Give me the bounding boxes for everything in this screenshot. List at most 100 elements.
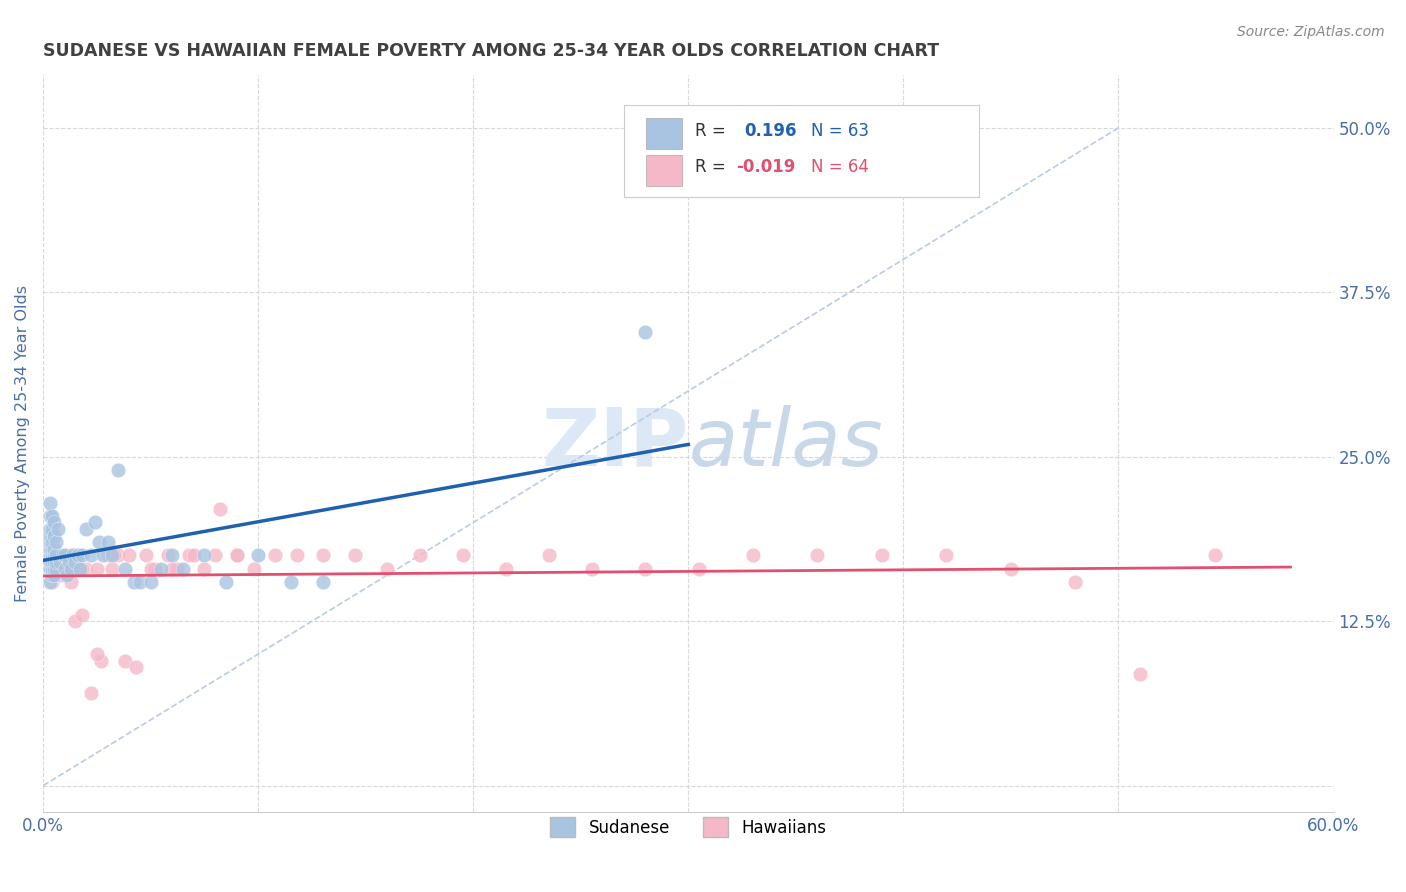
Point bbox=[62, 561, 84, 575]
Point bbox=[66, 549, 89, 563]
Point bbox=[41, 535, 63, 549]
Point bbox=[38, 528, 60, 542]
Point bbox=[183, 549, 205, 563]
Point bbox=[45, 549, 67, 563]
Point bbox=[38, 496, 60, 510]
Point bbox=[375, 561, 398, 575]
Point bbox=[41, 508, 63, 523]
Point bbox=[1204, 549, 1226, 563]
Point bbox=[741, 549, 763, 563]
Point bbox=[42, 528, 65, 542]
Point bbox=[1000, 561, 1022, 575]
Point bbox=[38, 522, 60, 536]
Point bbox=[65, 614, 87, 628]
Point bbox=[114, 561, 136, 575]
Point bbox=[38, 541, 60, 556]
Text: 0.196: 0.196 bbox=[744, 121, 796, 140]
Point bbox=[344, 549, 367, 563]
Point bbox=[51, 561, 73, 575]
Point bbox=[150, 561, 173, 575]
Point bbox=[312, 549, 335, 563]
Point bbox=[41, 522, 63, 536]
Point bbox=[1129, 666, 1152, 681]
Point bbox=[97, 549, 120, 563]
Point bbox=[581, 561, 603, 575]
Point bbox=[38, 535, 60, 549]
Point bbox=[193, 561, 215, 575]
Point bbox=[46, 522, 69, 536]
Text: ZIP: ZIP bbox=[541, 405, 689, 483]
Point bbox=[160, 549, 183, 563]
Point bbox=[166, 561, 188, 575]
Text: atlas: atlas bbox=[689, 405, 883, 483]
Point bbox=[69, 561, 91, 575]
Point bbox=[90, 654, 112, 668]
Point bbox=[285, 549, 308, 563]
Point bbox=[225, 549, 247, 563]
Point bbox=[204, 549, 226, 563]
Point bbox=[42, 541, 65, 556]
Point bbox=[49, 555, 72, 569]
Point bbox=[870, 549, 893, 563]
Point bbox=[107, 463, 129, 477]
Point bbox=[264, 549, 287, 563]
Point bbox=[160, 561, 183, 575]
Point bbox=[634, 561, 657, 575]
Point bbox=[60, 574, 83, 589]
Text: N = 64: N = 64 bbox=[811, 159, 869, 177]
Text: R =: R = bbox=[695, 121, 731, 140]
Point bbox=[42, 561, 65, 575]
Point bbox=[60, 561, 83, 575]
Point bbox=[53, 549, 76, 563]
Point bbox=[41, 568, 63, 582]
Point bbox=[42, 568, 65, 582]
Point bbox=[70, 607, 93, 622]
Point bbox=[41, 574, 63, 589]
Point bbox=[129, 574, 152, 589]
Point bbox=[45, 561, 67, 575]
Point bbox=[49, 568, 72, 582]
Point bbox=[41, 561, 63, 575]
Point bbox=[114, 654, 136, 668]
Point bbox=[56, 568, 79, 582]
Point bbox=[79, 549, 101, 563]
Point bbox=[86, 647, 108, 661]
Point bbox=[79, 686, 101, 700]
Point bbox=[42, 555, 65, 569]
Point bbox=[408, 549, 430, 563]
Point bbox=[225, 549, 247, 563]
Point bbox=[38, 574, 60, 589]
Text: -0.019: -0.019 bbox=[737, 159, 796, 177]
Y-axis label: Female Poverty Among 25-34 Year Olds: Female Poverty Among 25-34 Year Olds bbox=[15, 285, 30, 602]
Point bbox=[1064, 574, 1087, 589]
Point bbox=[38, 561, 60, 575]
Point bbox=[42, 561, 65, 575]
FancyBboxPatch shape bbox=[645, 118, 682, 149]
Point bbox=[38, 555, 60, 569]
Point bbox=[70, 549, 93, 563]
Point bbox=[45, 568, 67, 582]
Point bbox=[101, 549, 124, 563]
Point bbox=[62, 549, 84, 563]
Point bbox=[41, 561, 63, 575]
Point bbox=[312, 574, 335, 589]
Point bbox=[41, 541, 63, 556]
Text: Source: ZipAtlas.com: Source: ZipAtlas.com bbox=[1237, 25, 1385, 39]
Text: SUDANESE VS HAWAIIAN FEMALE POVERTY AMONG 25-34 YEAR OLDS CORRELATION CHART: SUDANESE VS HAWAIIAN FEMALE POVERTY AMON… bbox=[44, 42, 939, 60]
Point bbox=[118, 549, 141, 563]
Point bbox=[75, 522, 97, 536]
Point bbox=[247, 549, 270, 563]
Point bbox=[66, 561, 89, 575]
Point bbox=[60, 549, 83, 563]
Point bbox=[45, 555, 67, 569]
Point bbox=[806, 549, 828, 563]
Point bbox=[193, 549, 215, 563]
Point bbox=[53, 561, 76, 575]
Point bbox=[495, 561, 517, 575]
Point bbox=[139, 561, 162, 575]
Point bbox=[172, 561, 194, 575]
Point bbox=[103, 549, 125, 563]
Point bbox=[451, 549, 474, 563]
Point bbox=[41, 555, 63, 569]
Point bbox=[208, 502, 231, 516]
